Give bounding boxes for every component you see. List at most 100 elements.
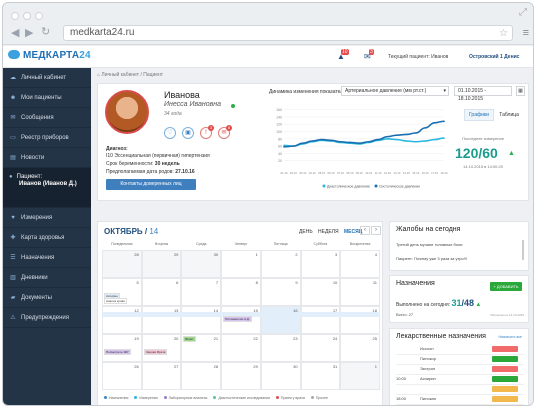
- sidebar-item-news[interactable]: ▤ Новости: [3, 148, 91, 168]
- calendar-cell[interactable]: 11: [340, 278, 380, 306]
- calendar-cell[interactable]: 20: [141, 334, 182, 362]
- period-input[interactable]: 01.10.2015 - 18.10.2015: [454, 86, 512, 102]
- home-icon[interactable]: ⌂: [97, 72, 101, 78]
- medication-status-badge[interactable]: [492, 376, 518, 382]
- calendar-cell[interactable]: 8: [221, 278, 261, 306]
- heart-action-icon[interactable]: ♡: [164, 127, 176, 139]
- tab-chart[interactable]: Графики: [464, 109, 494, 121]
- window-minimize-button[interactable]: [23, 12, 31, 20]
- indicator-select[interactable]: Артериальное давление (мм рт.ст.) ▾: [341, 86, 449, 96]
- mail-icon[interactable]: ✉: [364, 52, 371, 61]
- calendar-cell[interactable]: 4: [340, 250, 380, 278]
- add-prescription-button[interactable]: + ДОБАВИТЬ: [490, 282, 522, 291]
- calendar-cell[interactable]: 25: [340, 334, 380, 362]
- mail-action-icon[interactable]: ✉ 8: [218, 125, 232, 139]
- complaint-item[interactable]: Пациент: Почему уже 3 раза за утро!!!: [396, 256, 468, 261]
- browser-menu-icon[interactable]: ≡: [522, 27, 529, 39]
- calendar-cell[interactable]: 28: [102, 250, 142, 278]
- sidebar-patient[interactable]: ● Пациент: Иванов (Иванов Д.): [3, 168, 91, 208]
- sidebar-item-health-card[interactable]: ✚ Карта здоровья: [3, 228, 91, 248]
- calendar-cell[interactable]: 14: [181, 306, 222, 334]
- calendar-cell[interactable]: 12: [102, 306, 142, 334]
- bell-icon[interactable]: ▲: [337, 52, 345, 61]
- medication-row[interactable]: 18:00 Пилокан: [396, 395, 524, 405]
- sidebar-item-cabinet[interactable]: ☁ Личный кабинет: [3, 68, 91, 88]
- calendar-icon[interactable]: ▦: [516, 86, 525, 96]
- data-point: [433, 121, 436, 124]
- trusted-contacts-button[interactable]: Контакты доверенных лиц: [106, 179, 196, 190]
- sidebar-item-prescriptions[interactable]: ☰ Назначения: [3, 248, 91, 268]
- medication-status-badge[interactable]: [492, 356, 518, 362]
- calendar-cell[interactable]: 6: [141, 278, 182, 306]
- calendar-cell[interactable]: 24: [300, 334, 341, 362]
- mode-week[interactable]: НЕДЕЛЯ: [318, 229, 339, 235]
- calendar-cell[interactable]: 17: [300, 306, 341, 334]
- calendar-prev-button[interactable]: ‹: [360, 226, 370, 235]
- calendar-cell[interactable]: 31: [300, 362, 341, 390]
- logo[interactable]: МЕДКАРТА24: [8, 50, 91, 61]
- sidebar-item-warnings[interactable]: ⚠ Предупреждения: [3, 308, 91, 328]
- fullscreen-icon[interactable]: ⤢: [519, 7, 527, 18]
- breadcrumb-item-cabinet[interactable]: Личный кабинет: [101, 72, 140, 78]
- alert-action-icon[interactable]: ! 3: [200, 125, 214, 139]
- mode-day[interactable]: ДЕНЬ: [299, 229, 313, 235]
- document-action-icon[interactable]: ▣: [182, 127, 194, 139]
- medication-row[interactable]: [396, 385, 524, 395]
- calendar-cell[interactable]: 26: [102, 362, 142, 390]
- window-close-button[interactable]: [11, 12, 19, 20]
- calendar-event[interactable]: Визит: [183, 336, 196, 342]
- avatar[interactable]: [105, 90, 149, 134]
- forward-arrow-icon[interactable]: ▶: [25, 27, 34, 39]
- assign-all-link[interactable]: Назначить все: [498, 335, 522, 339]
- mode-month[interactable]: МЕСЯЦ: [343, 229, 363, 235]
- calendar-cell[interactable]: 3: [300, 250, 341, 278]
- calendar-cell[interactable]: 18: [340, 306, 380, 334]
- medication-status-badge[interactable]: [492, 366, 518, 372]
- sidebar-item-messages[interactable]: ✉ Сообщения: [3, 108, 91, 128]
- medication-status-badge[interactable]: [492, 386, 518, 392]
- window-maximize-button[interactable]: [35, 12, 43, 20]
- medication-row[interactable]: Иссоон: [396, 345, 524, 355]
- back-arrow-icon[interactable]: ◀: [11, 27, 20, 39]
- calendar-cell[interactable]: 1: [221, 250, 261, 278]
- calendar-cell[interactable]: 2: [260, 250, 301, 278]
- complaint-item[interactable]: Третий день мучают головные боли: [396, 242, 463, 247]
- tab-table[interactable]: Таблица: [499, 112, 519, 118]
- calendar-cell[interactable]: 22: [221, 334, 261, 362]
- medication-row[interactable]: 10:00 Аспирин: [396, 375, 524, 385]
- calendar-cell[interactable]: 19: [102, 334, 142, 362]
- sidebar-item-patients[interactable]: ☻ Мои пациенты: [3, 88, 91, 108]
- calendar-cell[interactable]: 7: [181, 278, 222, 306]
- bookmark-star-icon[interactable]: ☆: [499, 28, 508, 39]
- medication-status-badge[interactable]: [492, 346, 518, 352]
- sidebar-item-measurements[interactable]: ♥ Измерения: [3, 208, 91, 228]
- current-patient[interactable]: Текущий пациент: Иванов: [388, 54, 449, 60]
- calendar-cell[interactable]: 28: [181, 362, 222, 390]
- address-bar[interactable]: medkarta24.ru ☆: [63, 25, 513, 41]
- calendar-cell[interactable]: 30: [181, 250, 222, 278]
- calendar-cell[interactable]: 27: [141, 362, 182, 390]
- medication-row[interactable]: Экстрон: [396, 365, 524, 375]
- medication-row[interactable]: Пилокор: [396, 355, 524, 365]
- calendar-cell[interactable]: 9: [260, 278, 301, 306]
- calendar-cell[interactable]: 13: [141, 306, 182, 334]
- calendar-cell[interactable]: 1: [340, 362, 380, 390]
- calendar-event[interactable]: Пиломмолин А.Д.: [223, 316, 252, 322]
- medication-status-badge[interactable]: [492, 396, 518, 402]
- calendar-cell[interactable]: 29: [221, 362, 261, 390]
- calendar-event[interactable]: Черная Фрета: [143, 349, 168, 355]
- calendar-next-button[interactable]: ›: [371, 226, 381, 235]
- calendar-cell[interactable]: 23: [260, 334, 301, 362]
- calendar-event[interactable]: Анализ крови: [104, 298, 127, 304]
- reload-icon[interactable]: ↻: [41, 26, 51, 38]
- sidebar-item-documents[interactable]: ▰ Документы: [3, 288, 91, 308]
- calendar-cell[interactable]: 16: [260, 306, 301, 334]
- scrollbar[interactable]: [522, 240, 524, 260]
- user-menu[interactable]: Островский 1 Денис: [469, 54, 520, 60]
- sidebar-item-devices[interactable]: ▭ Реестр приборов: [3, 128, 91, 148]
- calendar-cell[interactable]: 10: [300, 278, 341, 306]
- calendar-cell[interactable]: 29: [141, 250, 182, 278]
- sidebar-item-diaries[interactable]: ▥ Дневники: [3, 268, 91, 288]
- calendar-event[interactable]: Посмотреть ЭКГ: [104, 349, 131, 355]
- calendar-cell[interactable]: 30: [260, 362, 301, 390]
